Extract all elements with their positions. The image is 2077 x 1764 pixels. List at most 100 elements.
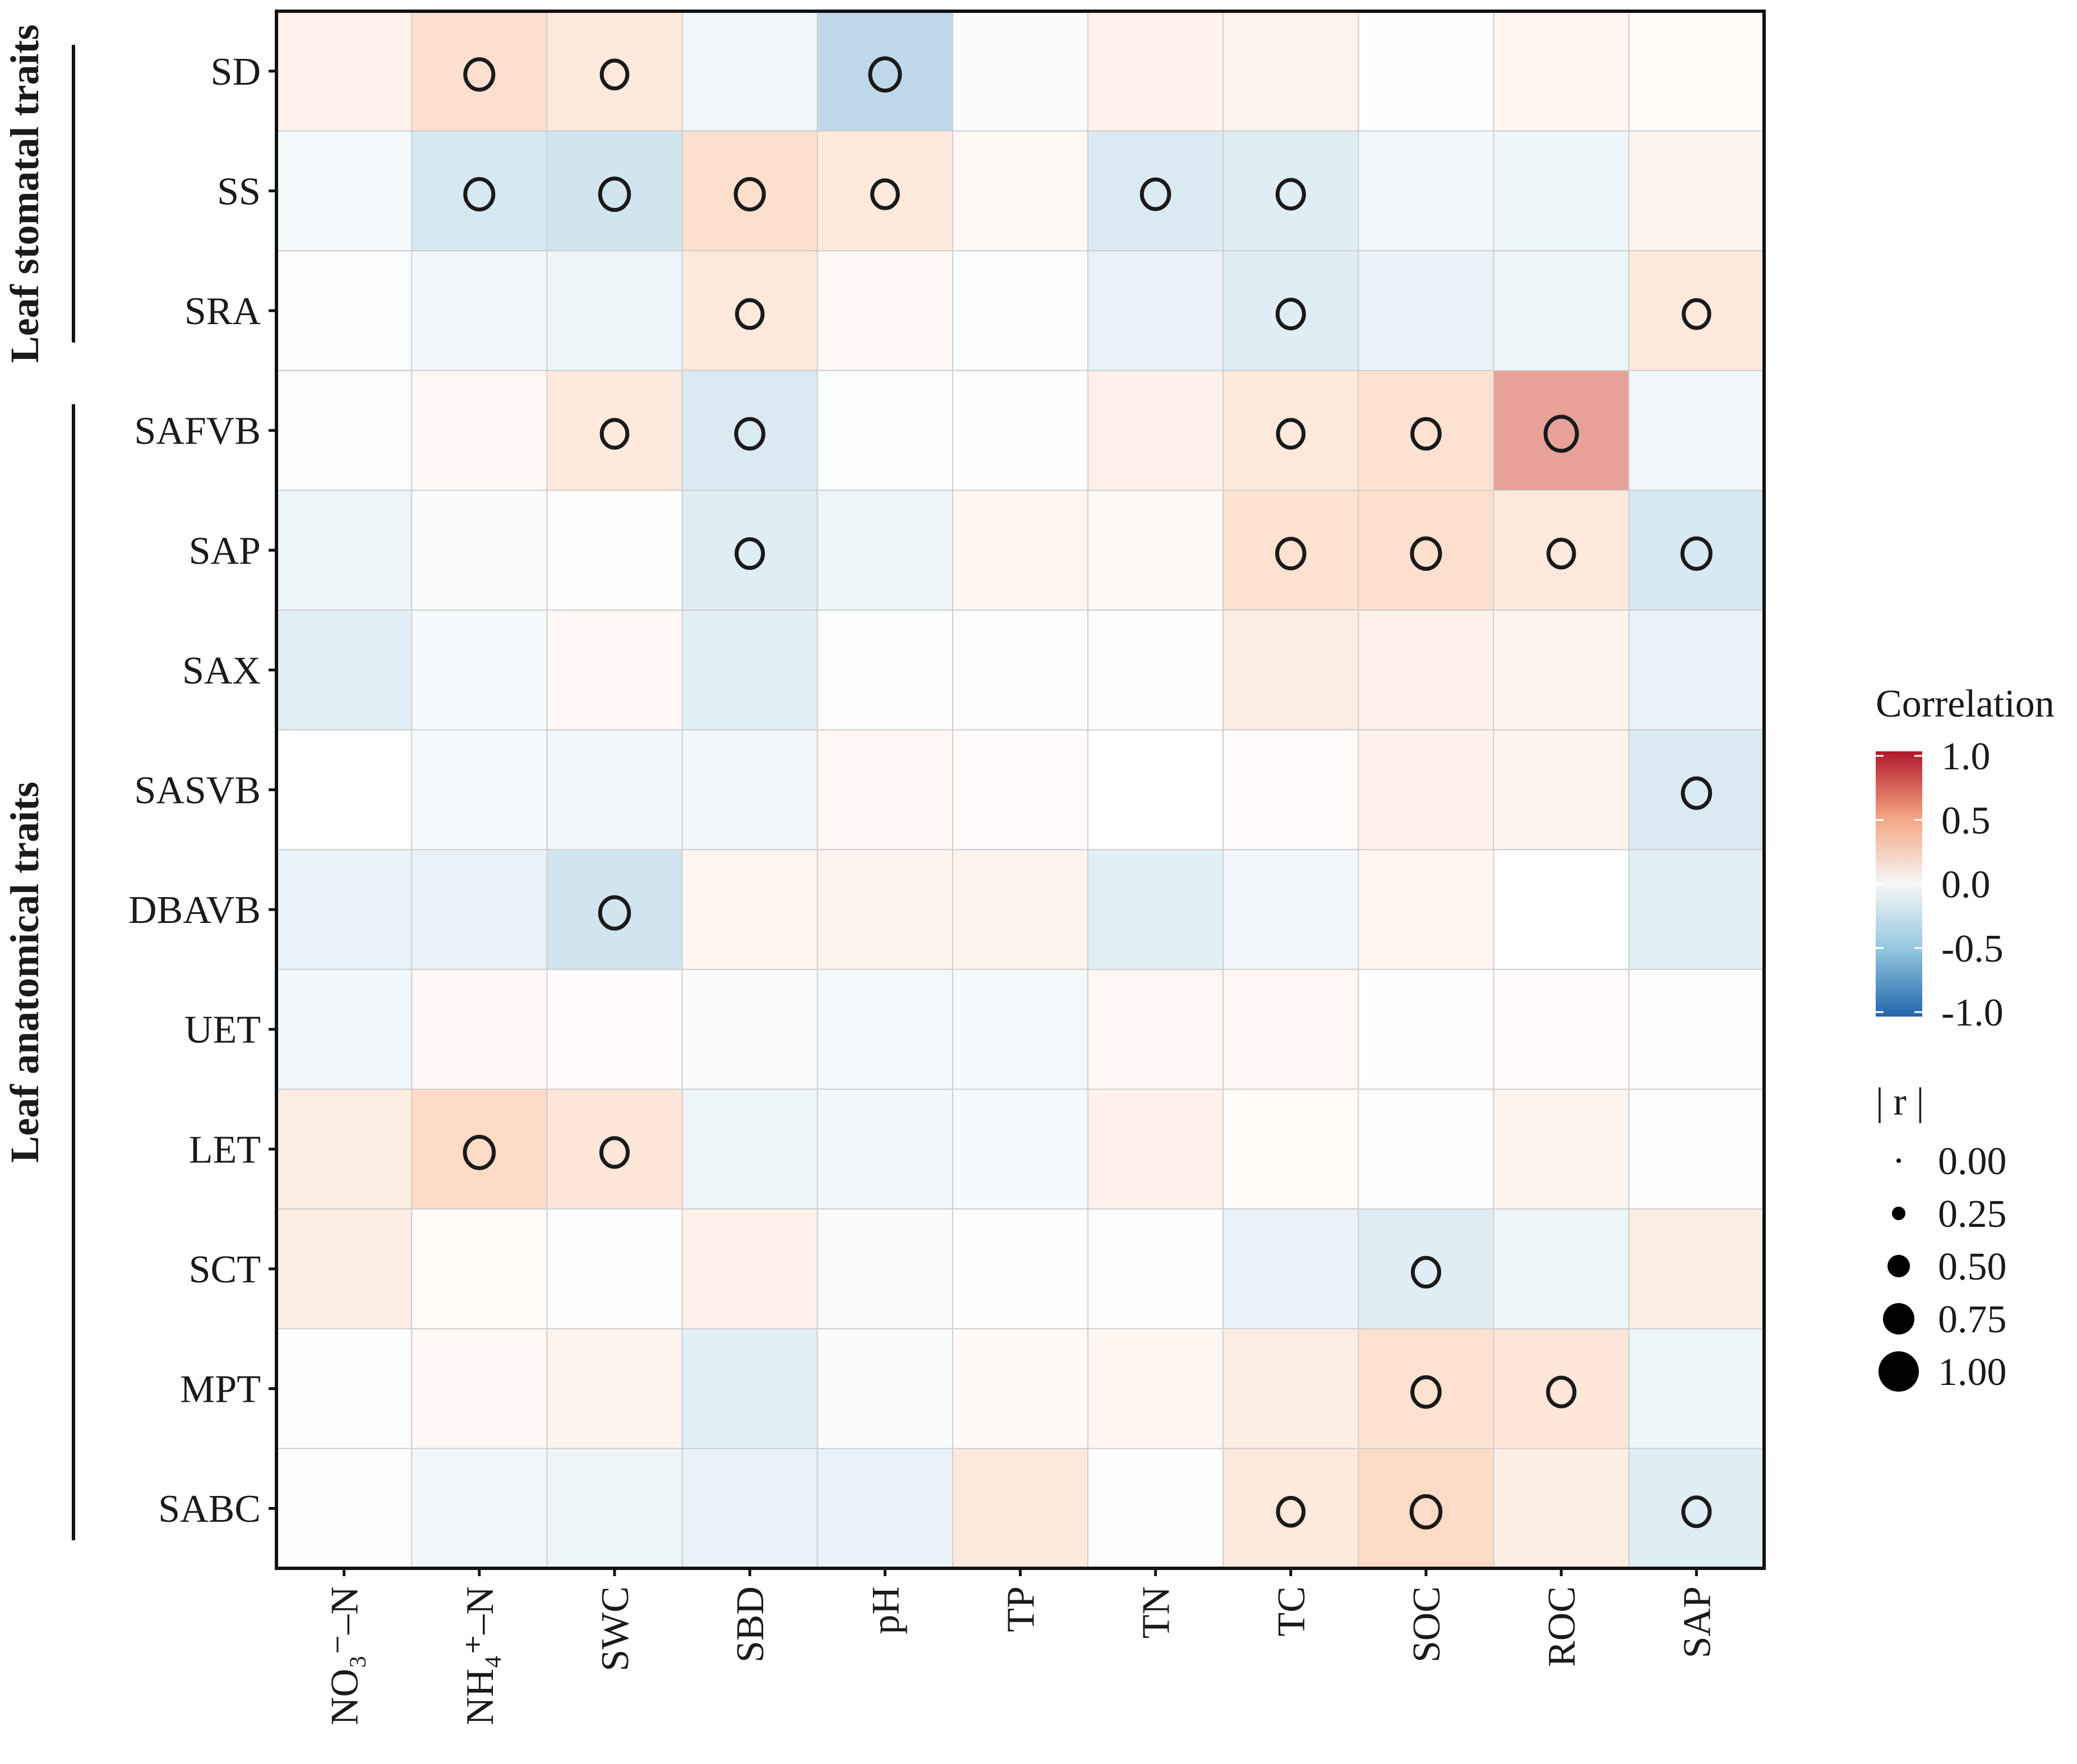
heatmap-cell	[546, 1088, 683, 1210]
heatmap-cell	[1358, 1448, 1494, 1569]
heatmap-cell	[816, 490, 953, 611]
heatmap-cell	[681, 729, 818, 851]
heatmap-cell	[1493, 1088, 1630, 1210]
x-axis: NO₃⁻–N NH₄⁺–N SWC SBD pH TP TN TC SOC ROC SAP	[324, 1568, 1719, 1725]
y-tick-label: SAP	[189, 529, 261, 572]
significance-marker	[1276, 418, 1306, 450]
heatmap-cell	[952, 1448, 1089, 1569]
heatmap-cell	[1628, 609, 1765, 731]
significance-marker	[1275, 178, 1306, 211]
heatmap-cell	[1628, 1088, 1765, 1210]
heatmap-cell	[681, 609, 818, 731]
y-tick-label: UET	[184, 1009, 261, 1052]
significance-marker	[599, 58, 630, 91]
y-tick-label: SABC	[158, 1488, 261, 1531]
heatmap-cell	[681, 130, 818, 252]
heatmap-cell	[816, 1088, 953, 1210]
heatmap-cell	[276, 1208, 413, 1329]
x-tick-label: NH₄⁺–N	[459, 1586, 502, 1725]
heatmap-cell	[1628, 490, 1765, 611]
heatmap-cell	[546, 1448, 683, 1569]
size-legend-label: 1.00	[1938, 1351, 2007, 1394]
heatmap-cell	[681, 1448, 818, 1569]
significance-marker	[1410, 536, 1442, 571]
heatmap-cell	[1087, 11, 1224, 132]
heatmap-cell	[1493, 968, 1630, 1090]
heatmap-cell	[681, 11, 818, 132]
heatmap-cell	[1358, 729, 1494, 851]
heatmap-cell	[1087, 849, 1224, 970]
x-tick-label: ROC	[1540, 1586, 1584, 1667]
heatmap-cell	[546, 609, 683, 731]
colorbar-tick-label: 1.0	[1941, 735, 1991, 778]
heatmap-cell	[1628, 968, 1765, 1090]
size-legend-dot	[1892, 1207, 1905, 1220]
heatmap-cell	[1628, 130, 1765, 252]
heatmap-cell	[1222, 1328, 1359, 1449]
legend: Correlation 1.0 0.5 0.0 -0.5 -1.0 | r | 0.00 0.2…	[1876, 682, 2055, 1394]
heatmap-cell	[276, 1448, 413, 1569]
heatmap-cell	[276, 370, 413, 491]
y-tick-label: SRA	[184, 290, 261, 333]
heatmap-cell	[1628, 11, 1765, 132]
significance-markers	[463, 56, 1713, 1530]
heatmap-cell	[1628, 729, 1765, 851]
heatmap-cell	[1222, 729, 1359, 851]
significance-marker	[1680, 536, 1713, 571]
heatmap-cell	[546, 968, 683, 1090]
significance-marker	[463, 57, 496, 92]
heatmap-cells	[276, 11, 1765, 1569]
heatmap-cell	[276, 11, 413, 132]
heatmap-cell	[1358, 11, 1494, 132]
heatmap-cell	[546, 11, 683, 132]
heatmap-cell	[1358, 1328, 1494, 1449]
heatmap-cell	[816, 11, 953, 132]
heatmap-cell	[1087, 1448, 1224, 1569]
size-legend-dot	[1887, 1255, 1910, 1277]
heatmap-cell	[1493, 1448, 1630, 1569]
size-legend-dot	[1883, 1303, 1914, 1334]
heatmap-cell	[411, 729, 548, 851]
heatmap-cell	[1358, 250, 1494, 371]
heatmap-cell	[1358, 609, 1494, 731]
heatmap-cell	[1087, 609, 1224, 731]
y-tick-label: SASVB	[134, 769, 261, 812]
colorbar-tick-label: 0.0	[1941, 863, 1991, 907]
heatmap-cell	[411, 370, 548, 491]
y-tick-label: SD	[211, 50, 261, 94]
heatmap-cell	[681, 490, 818, 611]
x-tick-label: NO₃⁻–N	[324, 1586, 367, 1725]
significance-marker	[733, 177, 766, 212]
significance-marker	[1681, 1495, 1712, 1529]
heatmap-cell	[1222, 849, 1359, 970]
significance-marker	[1543, 414, 1579, 453]
x-tick-label: TP	[1000, 1586, 1043, 1632]
heatmap-cell	[276, 609, 413, 731]
heatmap-cell	[1358, 1208, 1494, 1329]
heatmap-cell	[411, 490, 548, 611]
heatmap-cell	[952, 729, 1089, 851]
heatmap-cell	[816, 968, 953, 1090]
heatmap-cell	[1222, 1448, 1359, 1569]
heatmap-cell	[411, 1328, 548, 1449]
significance-marker	[1409, 1494, 1443, 1530]
heatmap-cell	[1087, 1088, 1224, 1210]
heatmap-cell	[1222, 609, 1359, 731]
heatmap-cell	[1222, 968, 1359, 1090]
heatmap-cell	[952, 490, 1089, 611]
significance-marker	[1546, 1375, 1577, 1409]
heatmap-cell	[1358, 490, 1494, 611]
heatmap-cell	[1493, 1208, 1630, 1329]
heatmap-cell	[411, 250, 548, 371]
significance-marker	[1275, 297, 1306, 331]
heatmap-cell	[1493, 490, 1630, 611]
heatmap-cell	[816, 849, 953, 970]
heatmap-cell	[1493, 1328, 1630, 1449]
heatmap-cell	[276, 968, 413, 1090]
heatmap-cell	[411, 1208, 548, 1329]
heatmap-cell	[546, 849, 683, 970]
significance-marker	[598, 176, 631, 212]
heatmap-cell	[411, 968, 548, 1090]
y-tick-label: SAFVB	[134, 410, 261, 453]
heatmap-cell	[952, 609, 1089, 731]
